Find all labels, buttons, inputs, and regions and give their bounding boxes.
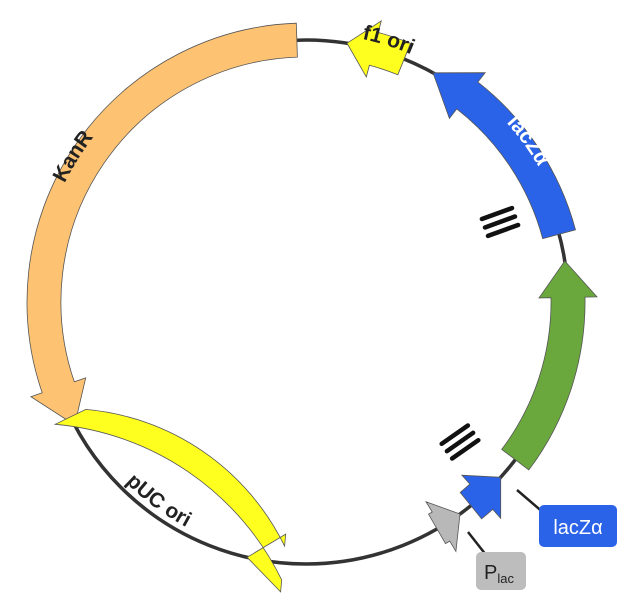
feature-arrow-puc xyxy=(53,408,287,593)
feature-lacza-main: lacZα xyxy=(432,72,576,240)
feature-arrow-insert xyxy=(501,260,598,471)
plac-callout: Plac xyxy=(467,531,526,590)
cut-site-marks xyxy=(439,205,521,461)
feature-arrow-lacza-small xyxy=(459,474,502,520)
feature-arrow-plac-arrow xyxy=(425,500,461,553)
feature-arrow-lacza-main xyxy=(432,72,576,240)
feature-puc: pUC ori xyxy=(53,408,287,593)
lacza-callout-box xyxy=(539,505,617,547)
feature-insert xyxy=(501,260,598,471)
feature-arrow-kanr xyxy=(26,22,298,426)
feature-arrow-f1ori xyxy=(346,19,412,78)
lacza-callout-label: lacZα xyxy=(553,517,602,539)
plac-callout-box xyxy=(476,552,526,590)
feature-lacza-small xyxy=(459,474,502,520)
lacza-callout: lacZα xyxy=(516,489,617,547)
plac-callout-label: Plac xyxy=(484,562,514,586)
feature-kanr: KanR xyxy=(26,22,298,426)
feature-plac-arrow xyxy=(425,500,461,553)
